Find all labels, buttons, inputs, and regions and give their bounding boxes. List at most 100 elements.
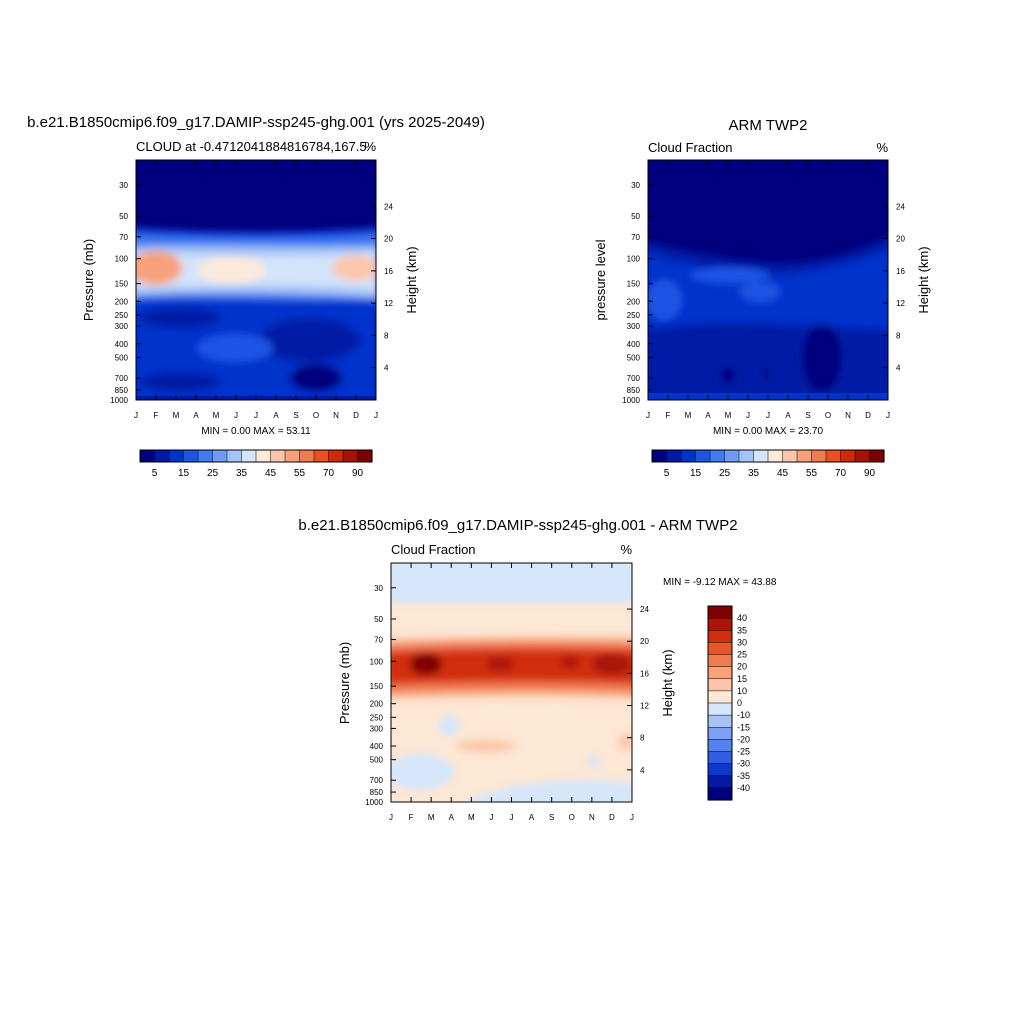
colorbar-label: 30 [737,637,747,647]
y-tick-label: 500 [370,756,384,765]
colorbar-swatch [869,449,885,463]
colorbar-label: 5 [664,468,670,479]
field-mid-min-b [140,308,220,328]
panel-diff: b.e21.B1850cmip6.f09_g17.DAMIP-ssp245-gh… [298,517,776,822]
colorbar-label: 25 [737,650,747,660]
colorbar-label: 70 [323,468,335,479]
y-tick-label: 400 [627,340,641,349]
panel-model-yr-ticks: 4 8 12 16 20 24 [371,202,393,373]
colorbar-swatch [782,449,798,463]
panel-diff-minmax: MIN = -9.12 MAX = 43.88 [663,577,777,588]
x-tick-label: A [705,411,711,420]
y-tick-label: 50 [631,212,640,221]
colorbar-label: 70 [835,468,847,479]
colorbar-label: 55 [294,468,306,479]
colorbar-swatch [840,449,856,463]
field-diff-neg-d [470,780,632,802]
panel-model-units: % [364,139,376,154]
field-diff-max-a [410,653,442,675]
x-tick-label: F [666,411,671,420]
x-tick-label: S [549,813,554,822]
y-tick-label: 850 [115,386,129,395]
colorbar-swatch [139,449,156,463]
colorbar-swatch [313,449,330,463]
colorbar-label: 0 [737,698,742,708]
colorbar-swatch [753,449,769,463]
colorbar-swatch [707,787,733,801]
x-tick-label: J [389,813,393,822]
colorbar-label: 35 [737,625,747,635]
colorbar-swatch [651,449,668,463]
y-right-tick-label: 20 [896,235,905,244]
field-max-east [332,255,376,281]
x-tick-label: M [468,813,475,822]
panel-obs-field [648,160,888,400]
y-tick-label: 200 [115,297,129,306]
colorbar-label: -35 [737,771,750,781]
y-tick-label: 1000 [110,396,128,405]
y-tick-label: 100 [370,657,384,666]
panel-diff-ylabel-right: Height (km) [660,649,675,716]
colorbar-label: -15 [737,722,750,732]
colorbar-label: 25 [719,468,731,479]
colorbar-swatch [270,449,286,463]
x-tick-label: N [589,813,595,822]
x-tick-label: J [489,813,493,822]
colorbar-swatch [299,449,315,463]
x-tick-label: O [825,411,831,420]
colorbar-swatch [811,449,827,463]
field-low-min-b [140,372,220,392]
colorbar-swatch [707,605,733,619]
colorbar-swatch [707,690,733,704]
colorbar-swatch [707,763,733,777]
panel-diff-yr-ticks: 4 8 12 16 20 24 [627,605,649,775]
x-tick-label: J [234,411,238,420]
panel-model-title: b.e21.B1850cmip6.f09_g17.DAMIP-ssp245-gh… [27,114,485,131]
y-tick-label: 50 [374,615,383,624]
y-tick-label: 700 [627,374,641,383]
panel-model-ylabel-right: Height (km) [404,246,419,313]
y-tick-label: 300 [115,322,129,331]
x-tick-label: D [353,411,359,420]
x-tick-label: M [428,813,435,822]
y-right-tick-label: 8 [896,331,901,340]
field-diff-neg-b [439,716,459,736]
panel-obs: ARM TWP2 Cloud Fraction % 30 50 70 100 150 20… [593,117,931,479]
x-tick-label: S [293,411,298,420]
y-tick-label: 70 [374,636,383,645]
colorbar-swatch [707,739,733,753]
field-diff-neg-c [588,756,600,768]
y-right-tick-label: 4 [384,364,389,373]
x-tick-label: J [374,411,378,420]
colorbar-swatch [707,630,733,643]
x-tick-label: M [725,411,732,420]
x-tick-label: D [865,411,871,420]
colorbar-label: 40 [737,613,747,623]
y-right-tick-label: 20 [640,637,649,646]
y-tick-label: 70 [119,233,128,242]
x-tick-label: N [333,411,339,420]
x-tick-label: J [254,411,258,420]
panel-obs-ylabel-right: Height (km) [916,246,931,313]
x-tick-label: N [845,411,851,420]
panel-obs-title: ARM TWP2 [729,117,808,134]
colorbar-swatch [666,449,682,463]
x-tick-label: A [785,411,791,420]
panel-obs-left-label: Cloud Fraction [648,140,733,155]
x-tick-label: F [154,411,159,420]
y-tick-label: 300 [627,322,641,331]
colorbar-swatch [707,642,733,656]
colorbar-swatch [226,449,243,463]
y-right-tick-label: 16 [640,669,649,678]
y-tick-label: 70 [631,233,640,242]
x-tick-label: M [685,411,692,420]
y-tick-label: 150 [627,280,641,289]
field-mid-bulge [197,334,273,362]
y-right-tick-label: 16 [384,267,393,276]
panel-obs-ylabel: pressure level [593,239,608,320]
panel-obs-yr-ticks: 4 8 12 16 20 24 [883,202,905,373]
colorbar-label: 90 [864,468,876,479]
colorbar-swatch [796,449,813,463]
